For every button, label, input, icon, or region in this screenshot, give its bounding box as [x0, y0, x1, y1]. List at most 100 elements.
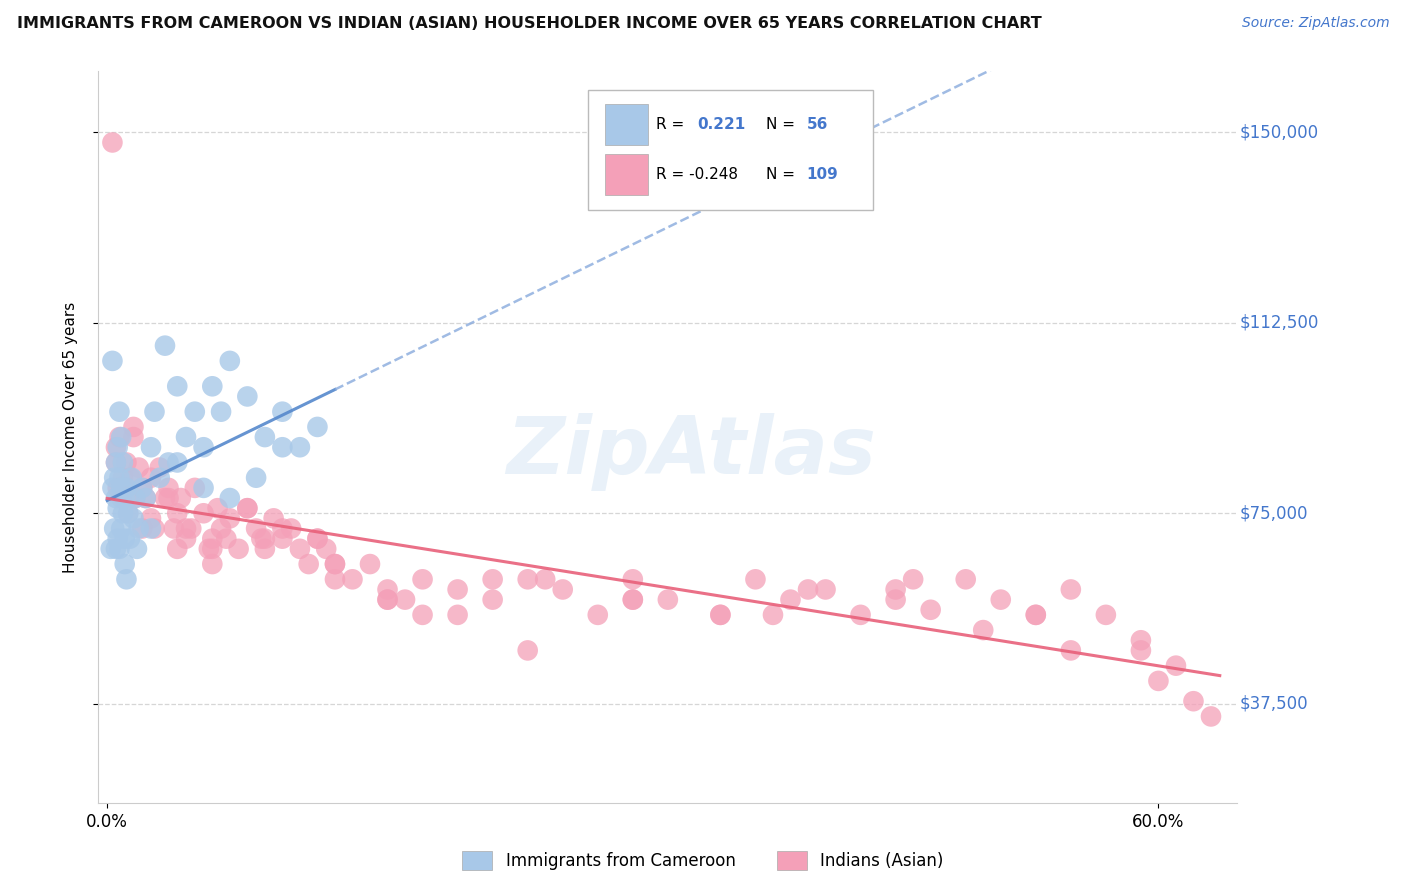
FancyBboxPatch shape [605, 154, 648, 195]
Point [621, 572, 644, 586]
Point [245, 471, 267, 485]
Point [762, 607, 785, 622]
Text: R = -0.248: R = -0.248 [657, 167, 738, 182]
Point [884, 582, 907, 597]
Point [271, 440, 294, 454]
Point [122, 420, 145, 434]
Point [110, 481, 132, 495]
Point [250, 532, 273, 546]
Point [104, 440, 127, 454]
Point [814, 582, 837, 597]
Point [218, 354, 240, 368]
Point [174, 521, 197, 535]
Point [107, 440, 129, 454]
Point [121, 471, 143, 485]
Point [128, 460, 150, 475]
Point [201, 557, 224, 571]
Point [107, 481, 129, 495]
Point [377, 592, 399, 607]
Point [1060, 582, 1083, 597]
Point [184, 481, 207, 495]
Point [972, 623, 994, 637]
Point [174, 430, 197, 444]
Point [124, 491, 146, 505]
Point [797, 582, 820, 597]
Point [122, 430, 145, 444]
Point [228, 541, 250, 556]
Point [108, 471, 131, 485]
Legend: Immigrants from Cameroon, Indians (Asian): Immigrants from Cameroon, Indians (Asian… [456, 844, 950, 877]
Point [586, 607, 609, 622]
Point [157, 455, 180, 469]
Y-axis label: Householder Income Over 65 years: Householder Income Over 65 years [63, 301, 77, 573]
Text: ZipAtlas: ZipAtlas [506, 413, 876, 491]
Text: N =: N = [766, 167, 794, 182]
Point [198, 541, 221, 556]
Point [157, 481, 180, 495]
Point [153, 491, 176, 505]
Point [709, 607, 731, 622]
Point [163, 521, 186, 535]
Text: $150,000: $150,000 [1240, 123, 1319, 141]
Point [218, 491, 240, 505]
Point [253, 430, 276, 444]
Point [149, 460, 172, 475]
Point [1164, 658, 1187, 673]
Point [253, 532, 276, 546]
Point [201, 541, 224, 556]
Point [118, 471, 141, 485]
Text: 56: 56 [807, 117, 828, 132]
Point [709, 607, 731, 622]
Point [110, 521, 132, 535]
Point [323, 572, 346, 586]
Point [180, 521, 202, 535]
Point [201, 532, 224, 546]
Point [315, 541, 337, 556]
Point [779, 592, 801, 607]
Point [114, 481, 136, 495]
Point [534, 572, 557, 586]
Point [412, 572, 434, 586]
Point [107, 532, 129, 546]
Point [288, 541, 311, 556]
Point [901, 572, 924, 586]
Point [209, 405, 232, 419]
Point [153, 338, 176, 352]
Point [298, 557, 321, 571]
Point [323, 557, 346, 571]
Point [245, 521, 267, 535]
Point [1199, 709, 1222, 723]
Point [271, 521, 294, 535]
Point [166, 379, 188, 393]
Point [104, 455, 127, 469]
Point [108, 541, 131, 556]
Point [139, 511, 162, 525]
Point [218, 511, 240, 525]
Point [516, 643, 538, 657]
Point [342, 572, 364, 586]
Point [412, 607, 434, 622]
Point [135, 491, 157, 505]
Point [657, 592, 679, 607]
Point [236, 389, 259, 403]
Point [1129, 643, 1152, 657]
Point [110, 430, 132, 444]
Point [101, 354, 124, 368]
Point [114, 491, 136, 505]
Text: IMMIGRANTS FROM CAMEROON VS INDIAN (ASIAN) HOUSEHOLDER INCOME OVER 65 YEARS CORR: IMMIGRANTS FROM CAMEROON VS INDIAN (ASIA… [17, 16, 1042, 31]
FancyBboxPatch shape [605, 104, 648, 145]
Point [143, 521, 166, 535]
Point [377, 592, 399, 607]
Point [990, 592, 1012, 607]
Point [118, 532, 141, 546]
Point [884, 592, 907, 607]
Point [446, 607, 468, 622]
Text: R =: R = [657, 117, 685, 132]
Point [307, 420, 329, 434]
Point [101, 481, 124, 495]
Point [111, 506, 134, 520]
Text: 0.221: 0.221 [697, 117, 745, 132]
Point [100, 541, 122, 556]
Point [157, 491, 180, 505]
Point [377, 582, 399, 597]
